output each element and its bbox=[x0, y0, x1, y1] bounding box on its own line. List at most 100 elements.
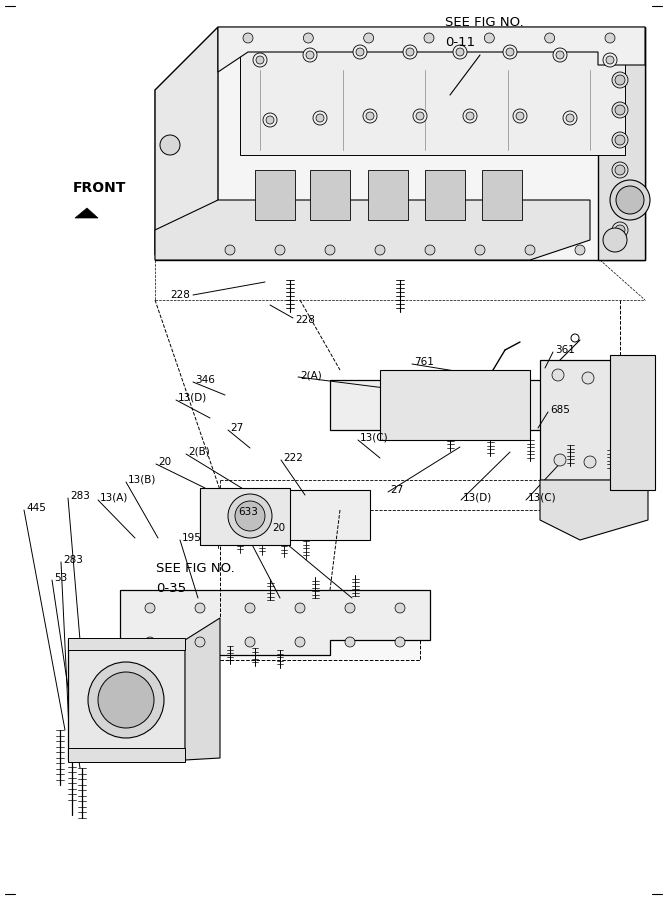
Circle shape bbox=[353, 45, 367, 59]
Text: 53: 53 bbox=[54, 573, 67, 583]
Circle shape bbox=[453, 45, 467, 59]
Polygon shape bbox=[218, 27, 645, 72]
Polygon shape bbox=[610, 355, 655, 490]
Circle shape bbox=[584, 456, 596, 468]
Circle shape bbox=[225, 245, 235, 255]
Circle shape bbox=[316, 114, 324, 122]
Text: 0-11: 0-11 bbox=[445, 35, 475, 49]
Circle shape bbox=[610, 180, 650, 220]
Polygon shape bbox=[155, 27, 645, 260]
Text: 685: 685 bbox=[550, 405, 570, 415]
Circle shape bbox=[80, 750, 90, 760]
Circle shape bbox=[603, 53, 617, 67]
Text: 27: 27 bbox=[230, 423, 243, 433]
Circle shape bbox=[603, 228, 627, 252]
Polygon shape bbox=[330, 380, 620, 430]
Circle shape bbox=[556, 51, 564, 59]
Text: 2(A): 2(A) bbox=[300, 370, 321, 380]
Circle shape bbox=[295, 603, 305, 613]
Circle shape bbox=[466, 112, 474, 120]
Circle shape bbox=[145, 637, 155, 647]
Circle shape bbox=[516, 112, 524, 120]
Text: SEE FIG NO.: SEE FIG NO. bbox=[156, 562, 235, 574]
Circle shape bbox=[80, 639, 90, 649]
Circle shape bbox=[275, 245, 285, 255]
Circle shape bbox=[606, 56, 614, 64]
Text: 761: 761 bbox=[414, 357, 434, 367]
Text: 13(D): 13(D) bbox=[463, 493, 492, 503]
Circle shape bbox=[256, 56, 264, 64]
Circle shape bbox=[160, 639, 170, 649]
Text: 283: 283 bbox=[70, 491, 90, 501]
Circle shape bbox=[303, 48, 317, 62]
Polygon shape bbox=[155, 27, 218, 255]
Circle shape bbox=[563, 111, 577, 125]
Circle shape bbox=[263, 113, 277, 127]
Text: 13(B): 13(B) bbox=[128, 475, 156, 485]
Text: 0-35: 0-35 bbox=[156, 581, 186, 595]
Circle shape bbox=[612, 162, 628, 178]
Circle shape bbox=[295, 637, 305, 647]
Circle shape bbox=[406, 48, 414, 56]
Polygon shape bbox=[68, 748, 185, 762]
Text: SEE FIG NO.: SEE FIG NO. bbox=[445, 15, 524, 29]
Circle shape bbox=[245, 637, 255, 647]
Circle shape bbox=[614, 458, 626, 470]
Polygon shape bbox=[200, 488, 290, 545]
Polygon shape bbox=[482, 170, 522, 220]
Circle shape bbox=[513, 109, 527, 123]
Text: FRONT: FRONT bbox=[73, 181, 126, 195]
Text: 20: 20 bbox=[158, 457, 171, 467]
Polygon shape bbox=[120, 600, 420, 660]
Circle shape bbox=[375, 245, 385, 255]
Text: 27: 27 bbox=[390, 485, 404, 495]
Circle shape bbox=[413, 109, 427, 123]
Circle shape bbox=[463, 109, 477, 123]
Circle shape bbox=[345, 637, 355, 647]
Text: 228: 228 bbox=[295, 315, 315, 325]
Circle shape bbox=[253, 53, 267, 67]
Polygon shape bbox=[540, 360, 648, 480]
Circle shape bbox=[525, 245, 535, 255]
Circle shape bbox=[425, 245, 435, 255]
Polygon shape bbox=[598, 27, 645, 260]
Circle shape bbox=[98, 672, 154, 728]
Circle shape bbox=[554, 454, 566, 466]
Circle shape bbox=[235, 501, 265, 531]
Circle shape bbox=[395, 637, 405, 647]
Text: 20: 20 bbox=[272, 523, 285, 533]
Circle shape bbox=[612, 192, 628, 208]
Circle shape bbox=[605, 33, 615, 43]
Text: 633: 633 bbox=[238, 507, 258, 517]
Text: 283: 283 bbox=[63, 555, 83, 565]
Circle shape bbox=[313, 111, 327, 125]
Circle shape bbox=[303, 33, 313, 43]
Circle shape bbox=[575, 245, 585, 255]
Text: 2(B): 2(B) bbox=[188, 447, 209, 457]
Circle shape bbox=[366, 112, 374, 120]
Circle shape bbox=[615, 75, 625, 85]
Circle shape bbox=[612, 132, 628, 148]
Circle shape bbox=[612, 222, 628, 238]
Circle shape bbox=[88, 662, 164, 738]
Polygon shape bbox=[68, 638, 185, 650]
Circle shape bbox=[345, 603, 355, 613]
Circle shape bbox=[571, 334, 579, 342]
Circle shape bbox=[364, 33, 374, 43]
Circle shape bbox=[424, 33, 434, 43]
Circle shape bbox=[403, 45, 417, 59]
Circle shape bbox=[506, 48, 514, 56]
Circle shape bbox=[363, 109, 377, 123]
Polygon shape bbox=[185, 618, 220, 760]
Circle shape bbox=[615, 225, 625, 235]
Text: 361: 361 bbox=[555, 345, 575, 355]
Circle shape bbox=[145, 603, 155, 613]
Polygon shape bbox=[368, 170, 408, 220]
Polygon shape bbox=[310, 170, 350, 220]
Circle shape bbox=[615, 105, 625, 115]
Circle shape bbox=[615, 195, 625, 205]
Text: 346: 346 bbox=[195, 375, 215, 385]
Text: 445: 445 bbox=[26, 503, 46, 513]
Text: 13(C): 13(C) bbox=[528, 493, 557, 503]
Text: 222: 222 bbox=[283, 453, 303, 463]
